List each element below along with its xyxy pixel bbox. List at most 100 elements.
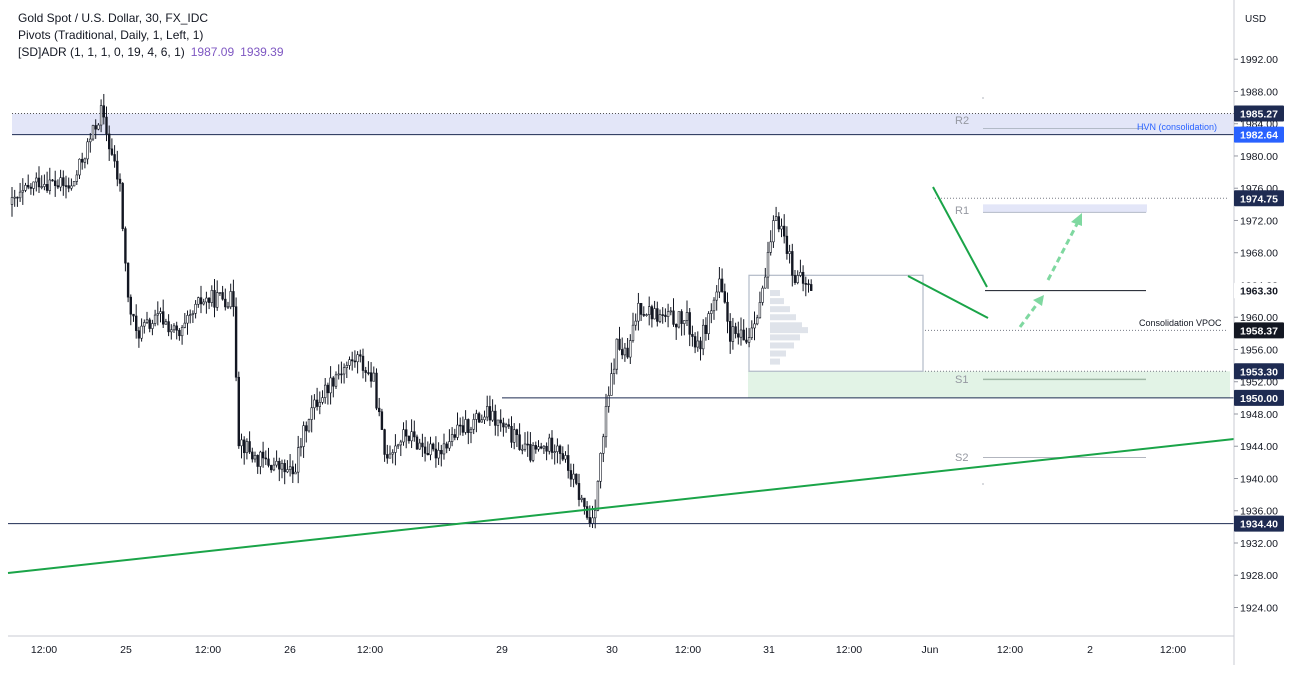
candle-body (315, 399, 319, 407)
candle (685, 300, 689, 326)
candle (86, 138, 89, 165)
candle-body (426, 453, 429, 456)
candle-body (637, 302, 640, 322)
candle (286, 460, 289, 474)
price-label-text: 1953.30 (1240, 366, 1278, 378)
candle-body (718, 278, 721, 293)
candle-body (545, 445, 548, 452)
candle (809, 279, 813, 291)
legend-pivots[interactable]: Pivots (Traditional, Daily, 1, Left, 1) (18, 28, 204, 42)
volume-profile-bar (770, 358, 780, 365)
candle-body (118, 178, 122, 184)
candle-body (728, 321, 732, 342)
candle-body (110, 148, 114, 155)
candle-body (631, 324, 635, 341)
candle-body (488, 406, 492, 421)
candle-body (791, 251, 794, 276)
candle-body (183, 322, 186, 328)
candle (48, 167, 52, 195)
legend-adr[interactable]: [SD]ADR (1, 1, 1, 0, 19, 4, 6, 1) 1987.09… (18, 44, 284, 61)
price-label-box (1234, 126, 1284, 143)
candle (232, 279, 235, 317)
candle (226, 301, 230, 309)
candle-body (278, 460, 281, 470)
candle (745, 327, 748, 345)
price-tick-label: 1952.00 (1240, 377, 1278, 389)
candle-body (440, 450, 443, 455)
candle-body (550, 437, 554, 453)
candle (386, 444, 389, 464)
candle (116, 150, 119, 187)
candle (194, 300, 197, 319)
candle-body (253, 454, 257, 460)
candle-body (477, 413, 481, 423)
candle-body (126, 262, 130, 298)
legend-symbol[interactable]: Gold Spot / U.S. Dollar, 30, FX_IDC (18, 11, 209, 25)
candle-body (448, 441, 451, 449)
candle (129, 294, 132, 326)
candle-body (566, 455, 570, 471)
candle-body (199, 297, 203, 305)
time-axis[interactable]: 12:00 25 12:00 26 12:00 29 30 12:00 31 12:00 Jun 12… (8, 635, 1234, 656)
candle-body (243, 439, 246, 454)
candle (766, 241, 770, 289)
candle (67, 177, 70, 193)
candle (167, 314, 170, 337)
candle (126, 262, 130, 303)
candle-body (194, 303, 197, 314)
candle-body (288, 466, 292, 470)
candle (653, 300, 656, 320)
candle-body (404, 429, 408, 437)
candle (164, 318, 168, 325)
candle-body (97, 124, 100, 130)
candle (534, 441, 538, 454)
candle (634, 313, 637, 331)
candle-body (526, 443, 529, 446)
candle (269, 464, 273, 473)
candle-body (475, 413, 478, 420)
candle (156, 301, 159, 326)
candle-body (539, 446, 543, 449)
candle (43, 174, 46, 191)
candle-body (91, 125, 95, 140)
candle-body (645, 314, 648, 316)
candle (445, 441, 448, 454)
candle (658, 309, 662, 324)
candle (569, 463, 573, 487)
candle-body (56, 185, 60, 188)
candle-body (696, 340, 700, 348)
candle-body (591, 517, 594, 524)
candle-body (367, 372, 370, 374)
candle-body (67, 185, 70, 189)
candle-body (745, 339, 748, 343)
candle (523, 432, 527, 452)
candle (24, 182, 27, 193)
candle-body (580, 497, 583, 500)
candle (261, 441, 265, 468)
candle-body (782, 225, 786, 237)
candle-body (86, 141, 89, 160)
candle (37, 166, 41, 194)
candle-body (240, 439, 243, 447)
candle (143, 319, 146, 334)
candle (334, 371, 338, 389)
candle-body (437, 450, 440, 459)
time-tick-label: 26 (284, 644, 296, 656)
candle (526, 431, 529, 457)
candle (499, 409, 502, 432)
candle (575, 473, 578, 486)
candle (464, 410, 467, 435)
candle-body (75, 174, 79, 182)
candle-body (577, 483, 581, 500)
time-tick-label: 12:00 (357, 644, 383, 656)
candle (793, 270, 797, 285)
candle-body (537, 446, 540, 450)
candle (113, 145, 116, 168)
candle-body (256, 454, 259, 467)
candle-body (769, 241, 772, 253)
time-tick-label: 30 (606, 644, 618, 656)
candle (804, 276, 808, 297)
candle-body (132, 313, 135, 317)
candle-body (121, 183, 124, 229)
